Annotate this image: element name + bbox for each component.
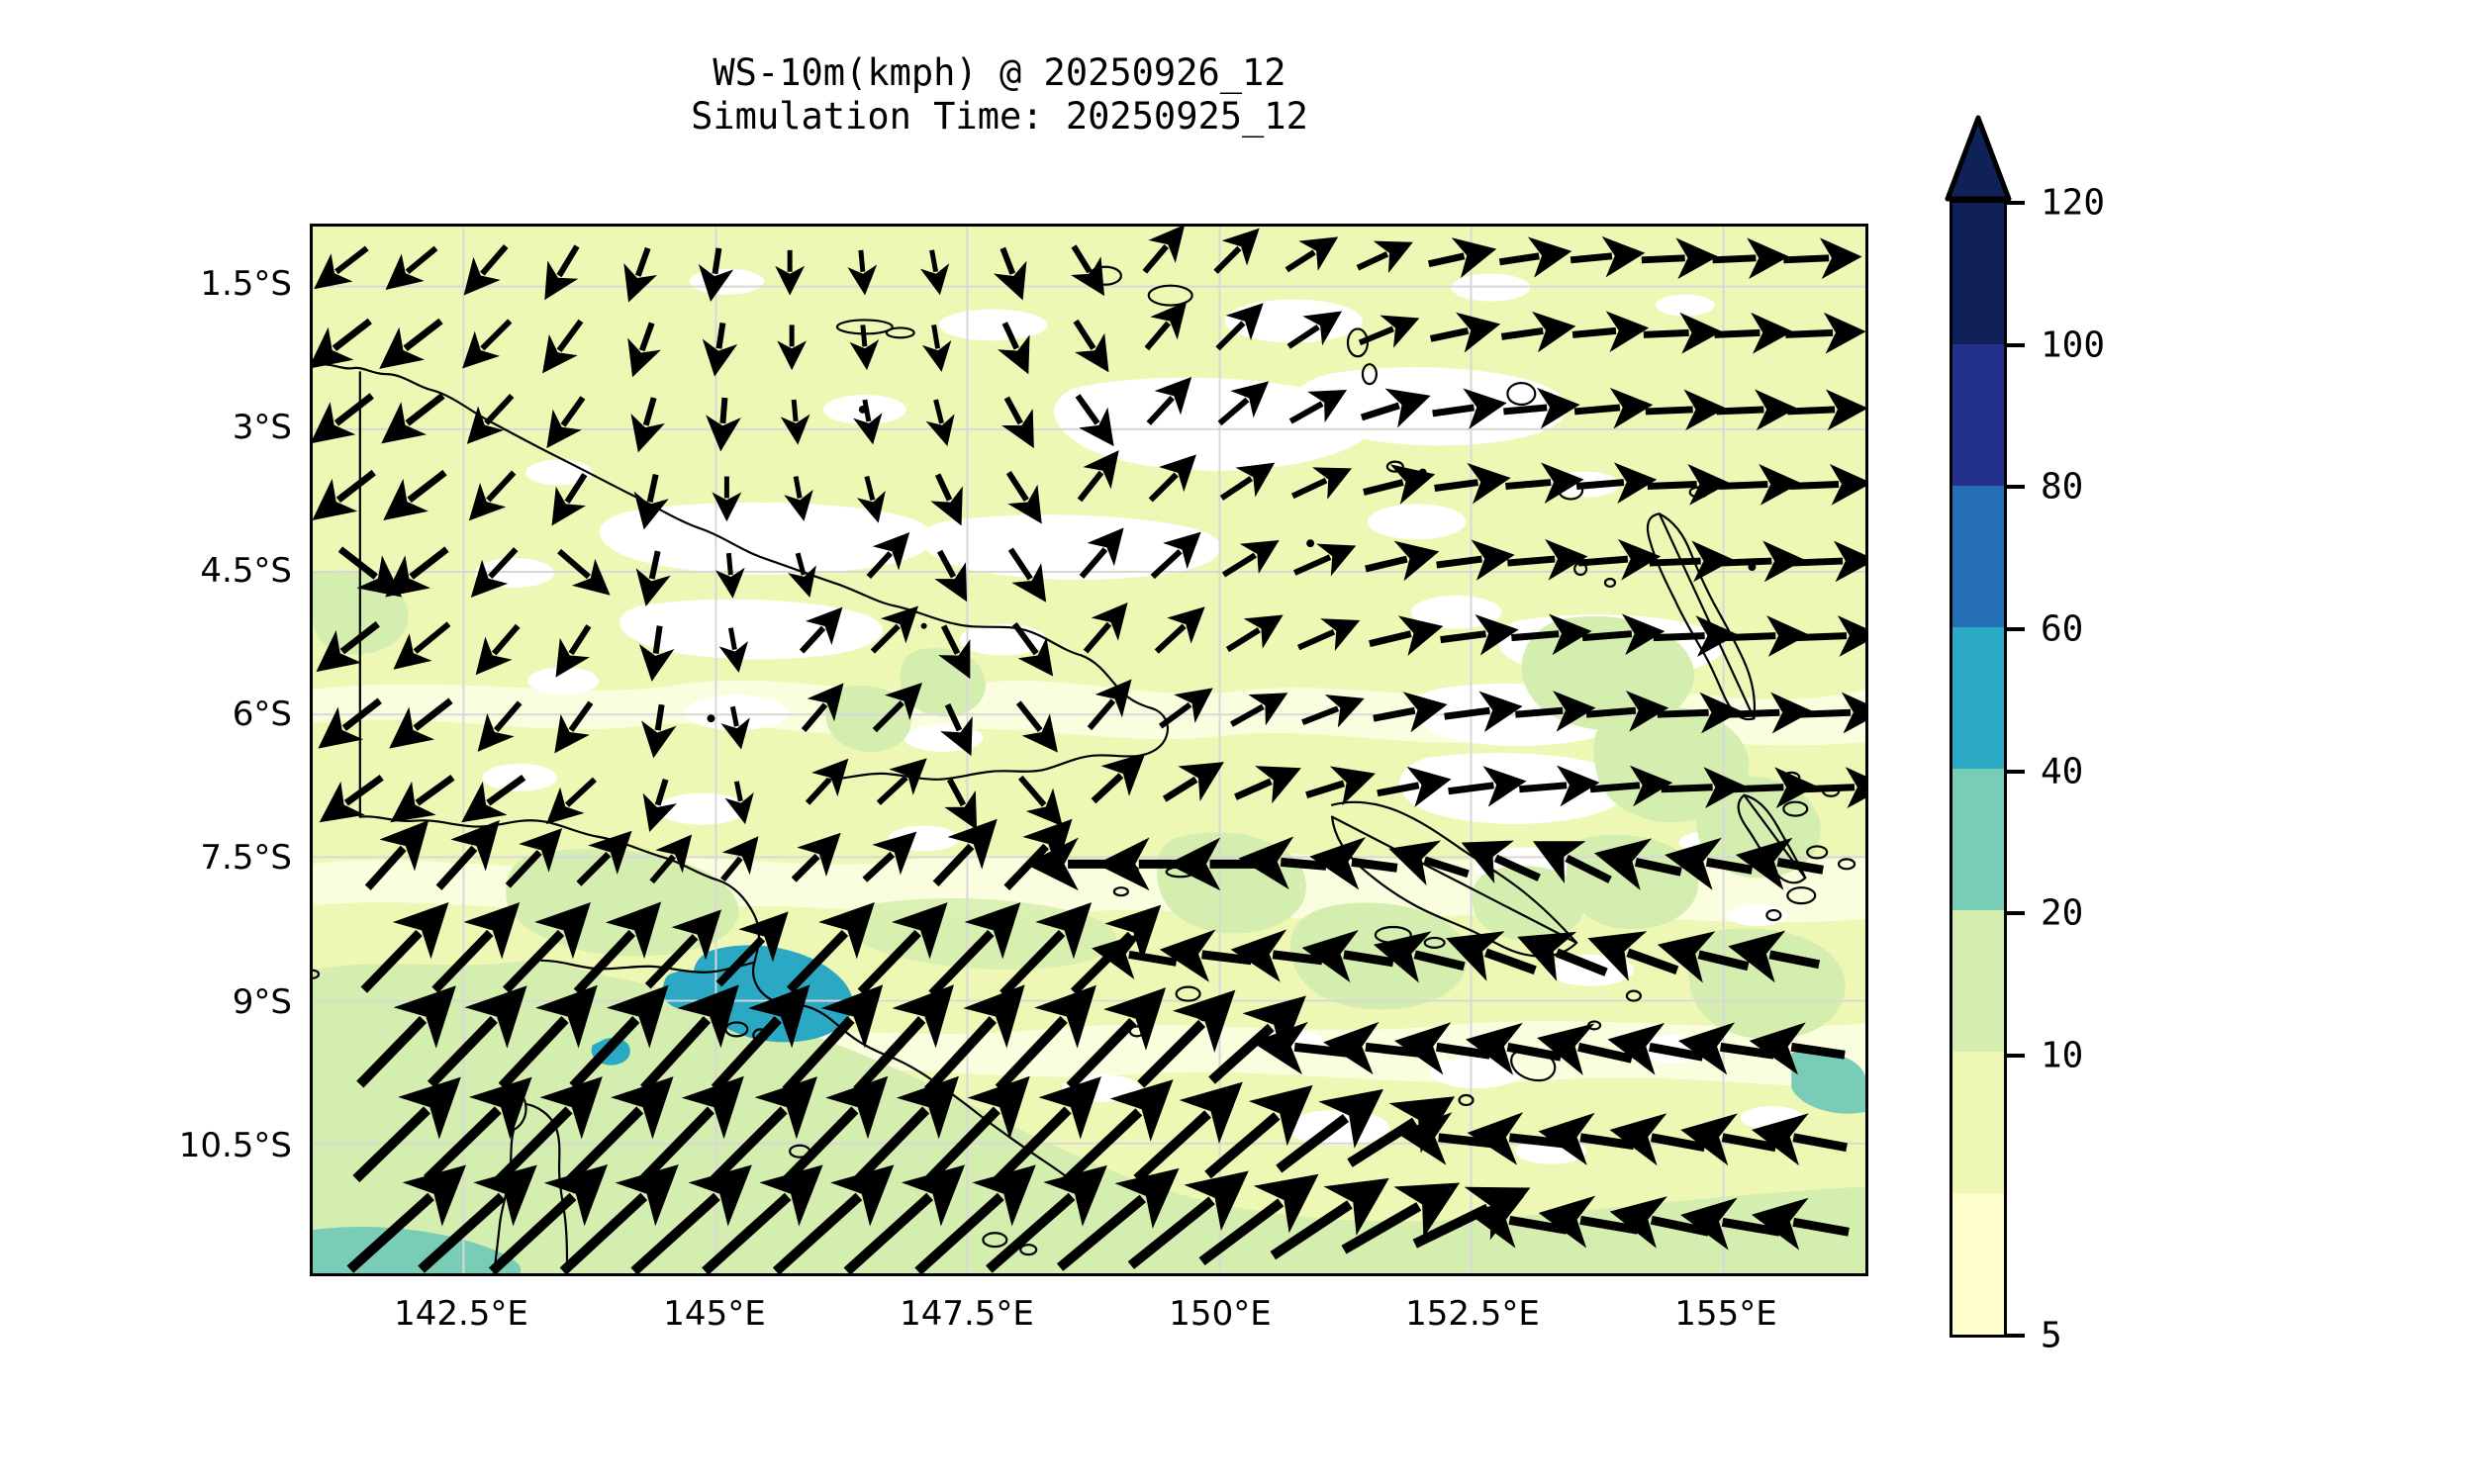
chart-title: WS-10m(kmph) @ 20250926_12 Simulation Ti… (0, 51, 1999, 139)
colorbar-ticklabel: 20 (2041, 892, 2084, 934)
colorbar-ticklabel: 100 (2041, 325, 2106, 366)
ytick-5: 7.5°S (200, 838, 292, 878)
colorbar-extend-arrow (1945, 115, 2012, 202)
ytick-4: 6°S (232, 695, 292, 734)
xtick-3: 147.5°E (900, 1294, 1034, 1334)
xtick-6: 155°E (1674, 1294, 1777, 1334)
colorbar-band-10-20 (1952, 910, 2004, 1052)
ytick-3: 4.5°S (200, 551, 292, 591)
colorbar-tick-mark (2007, 627, 2025, 631)
xtick-4: 150°E (1169, 1294, 1272, 1334)
colorbar-tick-mark (2007, 343, 2025, 347)
colorbar-tick-mark (2007, 911, 2025, 915)
calm-markers (707, 405, 1757, 875)
colorbar-ticklabel: 60 (2041, 608, 2084, 650)
colorbar-band-below-5 (1952, 1193, 2004, 1335)
ytick-7: 10.5°S (178, 1126, 292, 1165)
xtick-2: 145°E (663, 1294, 766, 1334)
colorbar-ticklabel: 10 (2041, 1035, 2084, 1076)
colorbar-over-triangle (1945, 115, 2012, 202)
colorbar-band-60-80 (1952, 486, 2004, 627)
colorbar-tick-mark (2007, 1334, 2025, 1338)
colorbar-ticklabel: 5 (2041, 1315, 2062, 1356)
colorbar-ticklabel: 120 (2041, 182, 2106, 224)
map-plot-area (310, 224, 1868, 1276)
colorbar-band-100-120 (1952, 203, 2004, 344)
wind-vector-arrows (313, 227, 1865, 1273)
ytick-2: 3°S (232, 408, 292, 447)
colorbar-ticklabel: 80 (2041, 466, 2084, 508)
title-line-1: WS-10m(kmph) @ 20250926_12 (713, 51, 1286, 94)
xtick-1: 142.5°E (394, 1294, 528, 1334)
colorbar-band-40-60 (1952, 627, 2004, 769)
colorbar-band-5-10 (1952, 1052, 2004, 1193)
colorbar (1950, 200, 2007, 1338)
xtick-5: 152.5°E (1405, 1294, 1540, 1334)
colorbar-ticklabel: 40 (2041, 751, 2084, 792)
ytick-6: 9°S (232, 982, 292, 1022)
colorbar-tick-mark (2007, 770, 2025, 774)
colorbar-tick-mark (2007, 485, 2025, 489)
colorbar-tick-mark (2007, 1054, 2025, 1058)
colorbar-band-20-40 (1952, 769, 2004, 910)
ytick-1: 1.5°S (200, 264, 292, 304)
colorbar-tick-mark (2007, 201, 2025, 205)
title-line-2: Simulation Time: 20250925_12 (691, 95, 1308, 138)
colorbar-band-80-100 (1952, 344, 2004, 486)
